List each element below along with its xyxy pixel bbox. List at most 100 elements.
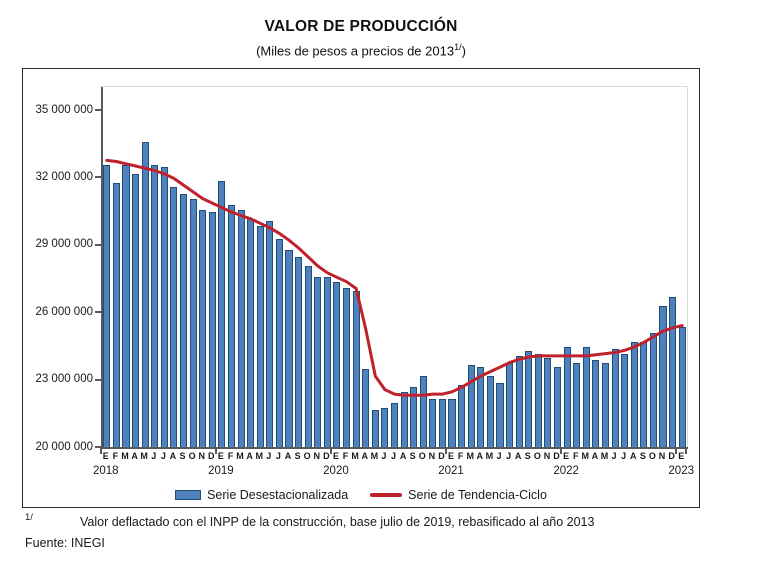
x-axis-line [101,447,688,449]
y-tick-mark [95,446,101,448]
footnote-text: Valor deflactado con el INPP de la const… [80,515,595,529]
x-month-label: J [390,451,397,461]
bar [592,360,600,448]
bar [160,167,168,448]
y-tick-mark [95,243,101,246]
x-year-label: 2018 [92,465,119,477]
bar [486,376,494,448]
bar [132,173,140,448]
bar [534,353,542,448]
bar [266,221,274,448]
bar [621,353,629,448]
x-axis-end-tick-mark [685,448,687,454]
bar [218,180,226,448]
chart-title: VALOR DE PRODUCCIÓN [264,18,458,35]
x-month-label: J [381,451,387,461]
x-year-tick-mark [215,448,218,454]
x-month-label: M [370,451,379,461]
y-tick-label: 29 000 000 [35,238,93,251]
bar [553,367,562,448]
bar [601,362,610,448]
bar [640,342,648,448]
x-month-label: N [428,451,436,461]
bar [419,376,427,448]
bar [448,398,456,448]
x-year-tick-mark [675,448,678,454]
bar [611,349,619,448]
x-month-label: N [313,451,321,461]
bar [649,333,657,448]
x-month-label: S [179,451,186,461]
x-month-label: J [611,451,617,461]
x-month-label: O [188,451,196,461]
x-month-label: M [351,451,359,461]
bar [390,403,399,448]
chart-subtitle-footnote-marker: 1/ [454,42,462,52]
x-year-label: 2022 [553,465,579,477]
chart-subtitle-text: (Miles de pesos a precios de 2013 [256,43,455,59]
x-month-label: J [275,451,281,461]
bar [582,346,590,448]
x-month-label: E [678,451,685,461]
x-year-tick-mark [445,448,448,454]
x-month-label: F [572,451,579,461]
x-month-label: J [496,451,502,461]
x-month-label: M [255,451,263,461]
x-month-label: F [457,451,464,461]
y-tick-mark [95,311,101,314]
x-month-label: A [591,451,599,461]
bar [410,387,418,448]
x-month-label: O [648,451,656,461]
x-month-label: N [658,451,666,461]
x-month-label: F [227,451,234,461]
x-month-label: E [332,451,339,461]
x-month-label: J [506,451,512,461]
x-month-label: E [102,451,109,461]
x-year-tick-mark [100,448,102,454]
bar [112,182,120,448]
bar [544,358,552,448]
x-month-label: M [236,451,244,461]
x-month-label: F [112,451,119,461]
bar [362,369,370,448]
y-tick-label: 26 000 000 [35,305,93,318]
x-month-label: E [448,451,455,461]
bar [122,164,130,448]
bar [438,398,446,448]
x-month-label: J [266,451,272,461]
bar [237,209,245,448]
bar [247,218,255,448]
x-month-label: S [524,451,531,461]
x-month-label: E [563,451,570,461]
bar [669,297,677,448]
chart-subtitle-close: ) [461,43,466,59]
bar [256,225,264,448]
x-month-label: M [600,451,609,461]
legend: Serie Desestacionalizada Serie de Tenden… [23,488,699,502]
bar [179,194,188,448]
y-tick-label: 20 000 000 [35,440,93,453]
bar [458,385,466,448]
x-month-label: A [399,451,407,461]
bar [525,351,533,448]
bar [515,355,523,448]
x-month-label: M [485,451,494,461]
chart-outer-frame: 35 000 000 32 000 000 29 000 000 26 000 000… [22,68,700,508]
x-year-label: 2021 [438,465,464,477]
chart-subtitle: (Miles de pesos a precios de 20131/) [22,42,700,58]
x-month-label: S [409,451,416,461]
x-month-label: M [121,451,129,461]
x-month-label: A [476,451,484,461]
x-month-label: E [217,451,224,461]
bar [467,364,475,448]
source-text: Fuente: INEGI [25,536,105,550]
bar [352,290,360,448]
bar [659,306,667,448]
bar [496,382,504,448]
footnote-marker: 1/ [25,512,33,523]
x-month-label: A [169,451,177,461]
bar [630,342,638,448]
x-month-label: S [294,451,301,461]
x-month-label: D [668,451,675,461]
